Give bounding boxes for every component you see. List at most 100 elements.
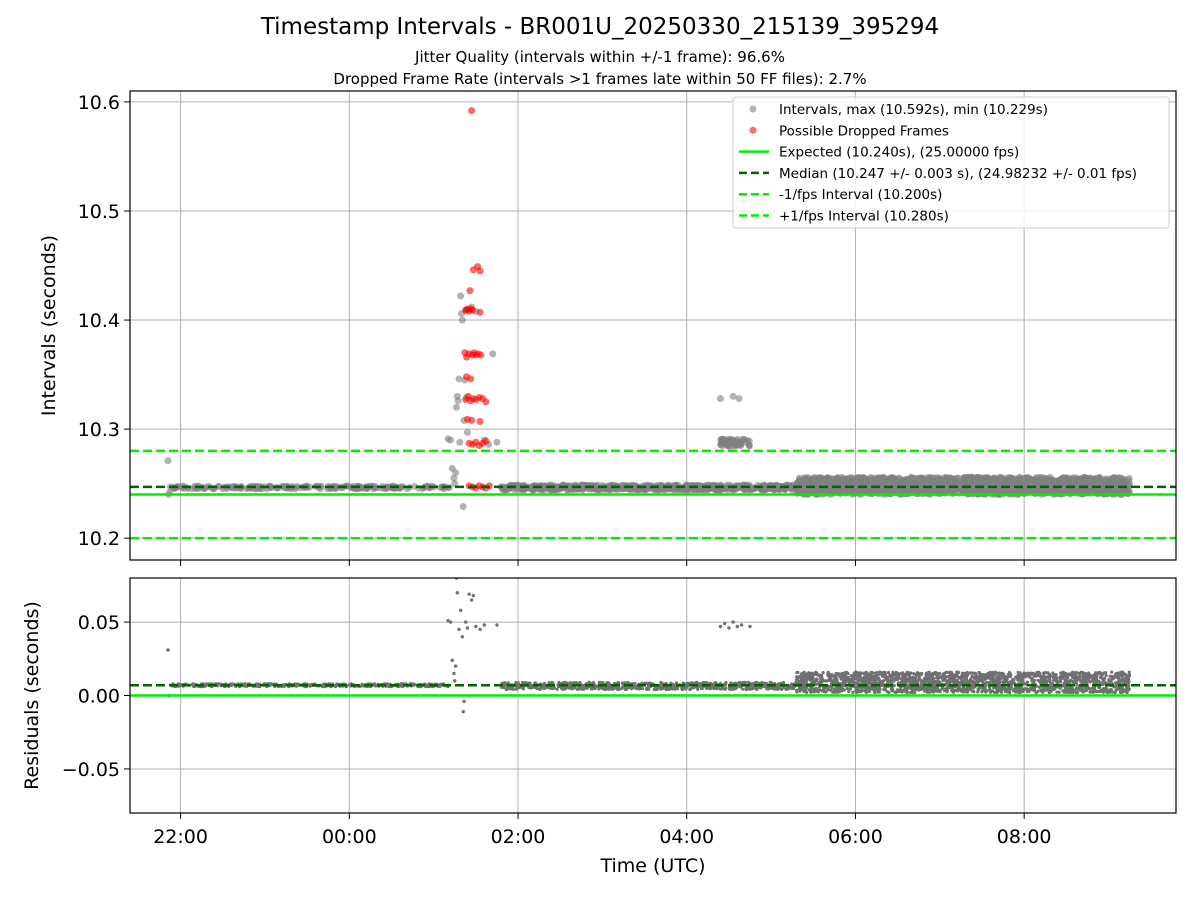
residual-band-mid-point: [601, 680, 605, 685]
residual-band-late: [794, 670, 1132, 695]
residual-band-late-point: [945, 675, 949, 679]
residual-band-early-point: [321, 684, 325, 689]
residual-band-mid-point: [578, 680, 582, 685]
interval-band-late-point: [795, 474, 803, 482]
residual-band-early-point: [281, 683, 286, 687]
interval-point: [1126, 480, 1134, 488]
interval-point: [451, 480, 459, 488]
residual-band-mid-point: [784, 686, 789, 690]
interval-point: [459, 503, 467, 511]
interval-band-mid-point: [724, 486, 731, 494]
residual-band-late-point: [796, 670, 800, 674]
residual-band-mid: [499, 680, 798, 692]
residual-band-late-point: [1006, 675, 1010, 679]
interval-point: [565, 483, 573, 491]
residual-band-late-point: [880, 674, 885, 678]
residual-band-mid-point: [617, 687, 621, 691]
residual-band-mid-point: [591, 686, 595, 690]
interval-band-late-point: [918, 475, 925, 482]
interval-point: [735, 395, 743, 403]
residual-band-mid-point: [682, 685, 686, 690]
interval-band-late-point: [832, 480, 840, 488]
residual-band-mid-point: [511, 687, 515, 692]
residual-band-mid-point: [790, 682, 794, 686]
interval-band-late-point: [1040, 476, 1048, 484]
residual-band-mid-point: [645, 686, 649, 690]
residual-band-late-point: [914, 676, 918, 680]
interval-point: [978, 474, 986, 482]
residual-band-late-point: [944, 670, 948, 674]
residual-band-early-point: [205, 682, 209, 686]
residual-band-late-point: [1054, 673, 1058, 677]
residual-band-early-point: [413, 683, 417, 687]
interval-band-early-point: [436, 484, 444, 491]
residual-band-late-point: [981, 673, 985, 677]
residual-band-late-point: [987, 680, 992, 685]
residual-band-mid-point: [523, 681, 528, 685]
residual-band-mid-point: [712, 686, 716, 691]
residual-band-mid-point: [755, 687, 759, 692]
interval-band-late-point: [958, 478, 966, 485]
interval-band-mid-point: [606, 486, 613, 494]
dropped-frame-point: [468, 306, 476, 314]
residual-band-mid-point: [572, 686, 576, 690]
residual-band-late-point: [943, 687, 947, 691]
residual-band-mid-point: [754, 680, 758, 684]
interval-point: [729, 392, 737, 400]
interval-point: [455, 375, 463, 383]
residual-band-mid-point: [750, 684, 754, 688]
interval-point: [1020, 477, 1028, 485]
interval-band-late-point: [815, 483, 822, 490]
interval-point: [458, 316, 466, 324]
residual-band-mid-point: [744, 686, 748, 690]
residual-band-mid-point: [572, 681, 576, 685]
residual-band-mid-point: [576, 687, 580, 691]
interval-band-early-point: [397, 483, 404, 491]
interval-band-late-point: [833, 475, 840, 482]
residual-band-late-point: [892, 684, 896, 688]
interval-point: [456, 438, 464, 446]
residual-band-mid-point: [555, 687, 559, 691]
residual-band-mid-point: [556, 683, 560, 687]
interval-point: [450, 474, 458, 482]
interval-point: [452, 403, 460, 411]
interval-band-late-point: [1046, 487, 1054, 494]
residual-band-early-point: [335, 682, 339, 686]
residual-band-late-point: [1059, 671, 1063, 675]
residual-band-late-point: [847, 689, 851, 694]
interval-band-late-point: [1051, 480, 1058, 488]
residual-band-mid-point: [500, 685, 504, 690]
residual-band-mid-point: [781, 686, 786, 690]
residual-band-mid-point: [506, 681, 510, 685]
interval-point: [809, 477, 817, 485]
residual-band-mid-point: [750, 682, 755, 686]
residual-band-late-point: [995, 674, 999, 679]
residual-band-early-point: [191, 683, 195, 687]
interval-point: [733, 437, 741, 445]
residual-band-late-point: [998, 677, 1003, 681]
residual-band-late-point: [885, 689, 889, 694]
residual-band-mid-point: [665, 686, 669, 690]
interval-band-late-point: [934, 487, 942, 494]
interval-point: [493, 438, 501, 446]
residual-band-late-point: [851, 690, 855, 694]
interval-band-late-point: [1076, 480, 1084, 487]
residual-band-late-point: [962, 678, 966, 682]
residual-band-mid-point: [569, 681, 573, 685]
interval-band-late-point: [1089, 476, 1096, 484]
residual-band-mid-point: [515, 683, 519, 687]
interval-point: [1105, 477, 1113, 485]
residual-band-late-point: [845, 686, 849, 691]
interval-point: [463, 428, 471, 436]
interval-band-early-point: [423, 482, 431, 490]
residual-band-late-point: [959, 676, 963, 681]
residual-band-late-point: [886, 670, 891, 675]
residual-band-mid-point: [605, 681, 609, 685]
interval-band-late-point: [907, 473, 915, 481]
residual-band-early-point: [231, 682, 235, 686]
interval-band-late-point: [862, 478, 870, 485]
residual-band-mid-point: [691, 686, 695, 690]
residual-band-early-point: [309, 684, 313, 688]
interval-band-late-point: [924, 479, 932, 486]
residual-band-late-point: [1058, 678, 1062, 682]
